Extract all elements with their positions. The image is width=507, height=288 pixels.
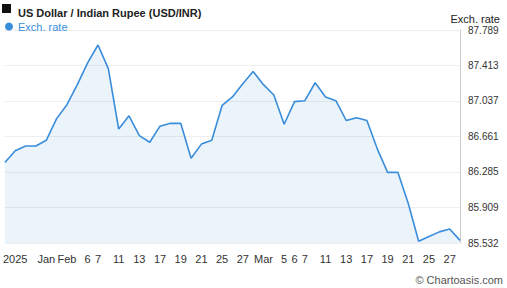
svg-text:87.037: 87.037 <box>468 95 499 106</box>
svg-text:5: 5 <box>281 253 287 265</box>
svg-text:Jan: Jan <box>37 253 55 265</box>
svg-text:13: 13 <box>133 253 145 265</box>
svg-text:Feb: Feb <box>57 253 76 265</box>
svg-text:US Dollar / Indian Rupee (USD/: US Dollar / Indian Rupee (USD/INR) <box>18 7 202 19</box>
svg-text:27: 27 <box>444 253 456 265</box>
svg-text:Exch. rate: Exch. rate <box>18 21 68 33</box>
svg-text:25: 25 <box>216 253 228 265</box>
svg-text:6: 6 <box>85 253 91 265</box>
svg-text:11: 11 <box>320 253 331 265</box>
svg-text:Exch. rate: Exch. rate <box>450 13 500 25</box>
svg-text:87.789: 87.789 <box>468 25 499 36</box>
svg-text:© Chartoasis.com: © Chartoasis.com <box>415 274 503 286</box>
svg-text:21: 21 <box>195 253 207 265</box>
svg-text:19: 19 <box>381 253 393 265</box>
svg-text:6: 6 <box>291 253 297 265</box>
svg-text:27: 27 <box>237 253 249 265</box>
svg-text:87.413: 87.413 <box>468 60 499 71</box>
svg-text:11: 11 <box>113 253 124 265</box>
svg-text:85.909: 85.909 <box>468 202 499 213</box>
svg-text:7: 7 <box>95 253 101 265</box>
svg-text:7: 7 <box>302 253 308 265</box>
svg-text:13: 13 <box>340 253 352 265</box>
svg-text:2025: 2025 <box>3 253 27 265</box>
svg-text:25: 25 <box>423 253 435 265</box>
svg-text:85.532: 85.532 <box>468 238 499 249</box>
svg-text:Mar: Mar <box>254 253 273 265</box>
svg-text:21: 21 <box>402 253 414 265</box>
svg-text:86.285: 86.285 <box>468 166 499 177</box>
svg-text:19: 19 <box>175 253 187 265</box>
svg-text:17: 17 <box>154 253 166 265</box>
svg-text:17: 17 <box>361 253 373 265</box>
svg-text:86.661: 86.661 <box>468 131 499 142</box>
